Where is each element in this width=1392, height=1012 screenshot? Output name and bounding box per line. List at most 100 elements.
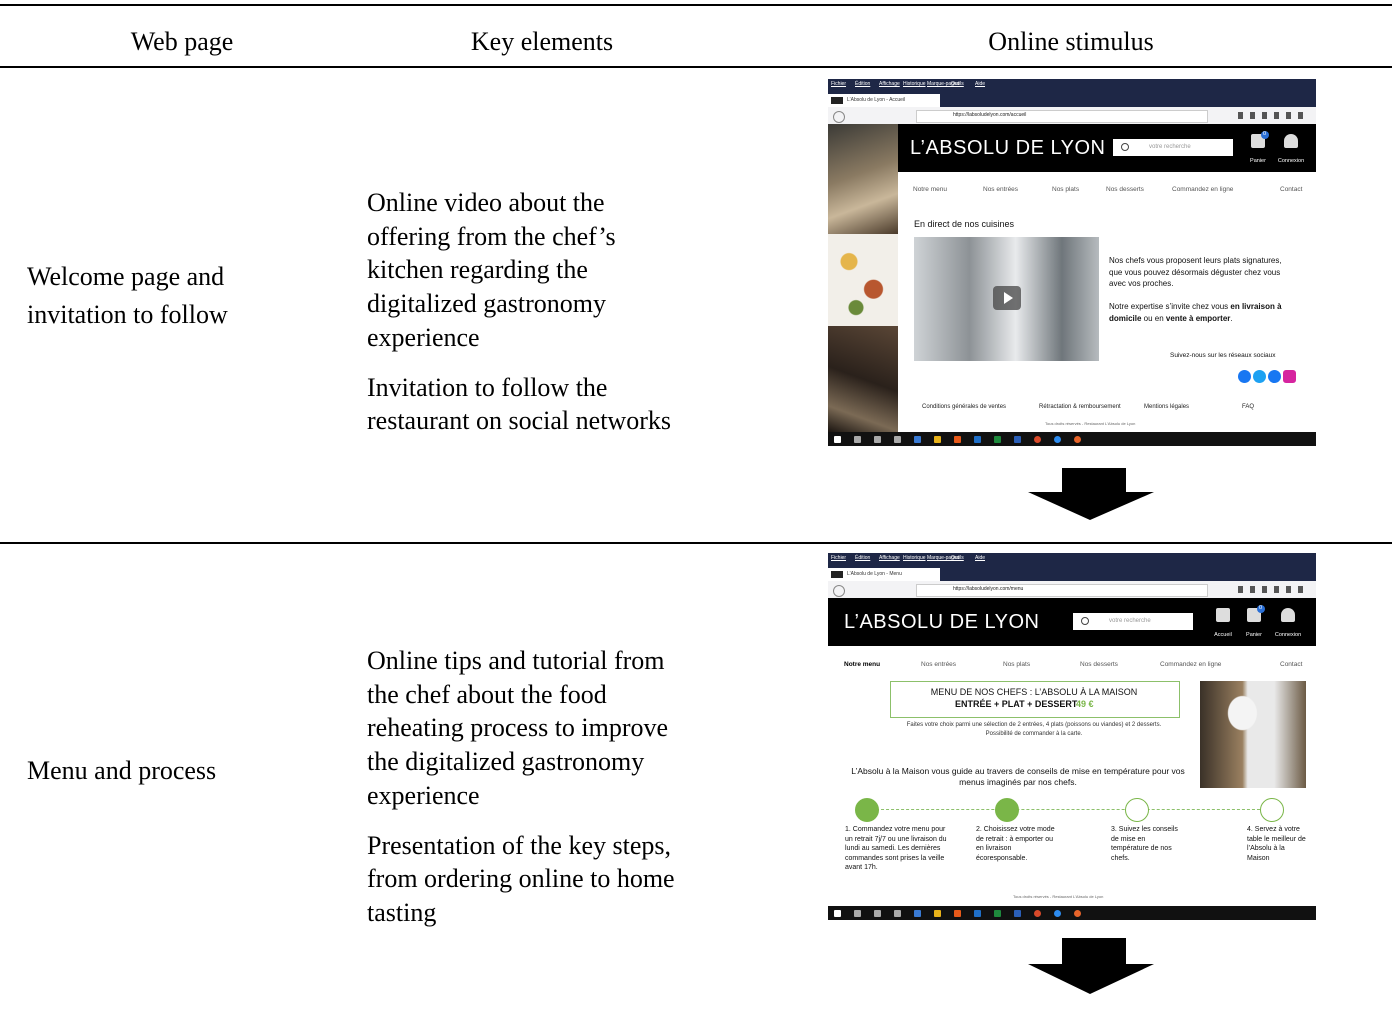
- taskbar-icon: [994, 910, 1001, 917]
- paragraph-part: Notre expertise s’invite chez vous: [1109, 302, 1231, 311]
- search-box: [1073, 613, 1193, 630]
- site-header: [828, 598, 1316, 646]
- key-element-text: Online video about the: [367, 188, 605, 217]
- price: 49 €: [1076, 699, 1094, 709]
- step-text: 3. Suivez les conseils de mise en tempér…: [1111, 826, 1178, 862]
- header-icon-label: Panier: [1246, 632, 1262, 638]
- key-element-text: Presentation of the key steps,: [367, 830, 671, 860]
- taskbar-icon: [894, 910, 901, 917]
- nav-link: Nos plats: [1003, 661, 1031, 668]
- header-icon-label: Connexion: [1277, 158, 1305, 164]
- tab-title: L’Absolu de Lyon - Menu: [847, 571, 902, 577]
- window-controls: [1258, 555, 1312, 563]
- cart-badge: [1257, 605, 1265, 613]
- taskbar-icon: [934, 910, 941, 917]
- web-page-text: Welcome page and: [27, 262, 225, 291]
- menu-item: Fichier: [831, 555, 847, 561]
- social-icon: [1253, 370, 1266, 383]
- taskbar-icon: [914, 436, 921, 443]
- selection: Faites votre choix parmi une sélection d…: [906, 722, 1162, 728]
- nav-link: Commandez en ligne: [1160, 661, 1222, 668]
- copyright: Tous droits réservés - Restaurant L’Abso…: [1045, 421, 1136, 426]
- guide: L’Absolu à la Maison vous guide au trave…: [851, 766, 1185, 787]
- taskbar-icon: [954, 910, 961, 917]
- social-text: Suivez-nous sur les réseaux sociaux: [1170, 352, 1276, 359]
- food-image: [828, 124, 898, 234]
- footer-link: Mentions légales: [1144, 404, 1190, 410]
- menu-item: Marque-pages: [927, 81, 960, 87]
- header-icon: [1281, 608, 1295, 622]
- menu-item: Affichage: [879, 81, 900, 87]
- title-line: ENTRÉE + PLAT + DESSERT: [955, 699, 1078, 709]
- step-text: 4. Servez à votre table le meilleur de l…: [1247, 826, 1306, 862]
- header-icon-label: Connexion: [1274, 632, 1302, 638]
- nav-link: Contact: [1280, 661, 1303, 668]
- taskbar-icon: [954, 436, 961, 443]
- taskbar-icon: [1054, 910, 1061, 917]
- key-element-text: the digitalized gastronomy: [367, 747, 645, 777]
- nav-buttons: [833, 111, 845, 123]
- nav-link: Nos desserts: [1106, 186, 1144, 193]
- taskbar-icon: [1034, 436, 1041, 443]
- header: Web page: [130, 27, 234, 56]
- step-text: 2. Choisissez votre mode de retrait : à …: [976, 826, 1055, 862]
- step-text: 1. Commandez votre menu pour un retrait …: [845, 826, 947, 871]
- taskbar-icon: [834, 436, 841, 443]
- menu-item: Marque-pages: [927, 555, 960, 561]
- taskbar: [828, 432, 1316, 446]
- key-element-text: experience: [367, 780, 480, 810]
- section-title: En direct de nos cuisines: [914, 219, 1015, 229]
- taskbar-icon: [834, 910, 841, 917]
- web-page-text: Menu and process: [27, 756, 217, 785]
- menu-item: Historique: [903, 81, 926, 87]
- nav-link: Contact: [1280, 186, 1303, 193]
- key-element-text: restaurant on social networks: [367, 406, 671, 436]
- header-rule: [0, 66, 1392, 68]
- paragraph-part: .: [1230, 313, 1233, 323]
- down-arrow: [1028, 938, 1154, 994]
- nav-link: Notre menu: [913, 186, 947, 193]
- key-element-text: Invitation to follow the: [367, 372, 608, 402]
- paragraph-part: en livraison à domicile: [1109, 302, 1282, 323]
- header-icon: [1216, 608, 1230, 622]
- taskbar-icon: [894, 436, 901, 443]
- play-icon: [1004, 292, 1013, 304]
- key-element-text: digitalized gastronomy: [367, 289, 607, 319]
- menu-item: Outils: [951, 555, 964, 561]
- taskbar-icon: [994, 436, 1001, 443]
- taskbar-icon: [874, 436, 881, 443]
- social-icon: [1238, 370, 1251, 383]
- screenshot: Fichier Édition Affichage Historique Marque-…: [828, 553, 1316, 920]
- food-image: [828, 326, 898, 432]
- logo: L’ABSOLU DE LYON: [844, 611, 1040, 633]
- down-arrow: [1028, 468, 1154, 520]
- header-icon-label: Accueil: [1214, 632, 1232, 638]
- tab-icon: [831, 571, 843, 578]
- key-element-text: Online tips and tutorial from: [367, 646, 665, 675]
- key-element-text: offering from the chef’s: [367, 221, 616, 251]
- footer-link: Rétractation & remboursement: [1039, 404, 1121, 410]
- url-box: [916, 584, 1208, 597]
- tab-title: L’Absolu de Lyon - Accueil: [847, 97, 906, 103]
- url-box: [916, 110, 1208, 123]
- taskbar-icon: [1074, 436, 1081, 443]
- key-element-text: from ordering online to home: [367, 864, 675, 894]
- taskbar-icon: [1054, 436, 1061, 443]
- key-element-text: kitchen regarding the: [367, 255, 588, 285]
- cart-count: 0: [1263, 131, 1267, 137]
- paragraph: Nos chefs vous proposent leurs plats sig…: [1109, 256, 1282, 288]
- social-icon: [1283, 370, 1296, 383]
- tab: [828, 568, 940, 581]
- nav-buttons: [833, 585, 845, 597]
- toolbar-icons: [1238, 586, 1310, 593]
- search-box: [1113, 139, 1233, 156]
- search-placeholder: votre recherche: [1109, 618, 1151, 624]
- paragraph-part: vente à emporter: [1165, 313, 1231, 323]
- header-icon: [1284, 134, 1298, 148]
- tab: [828, 94, 940, 107]
- taskbar-icon: [874, 910, 881, 917]
- nav-link: Nos entrées: [921, 661, 957, 668]
- url: https://labsoludelyon.com/accueil: [953, 112, 1027, 118]
- step-icon: [995, 798, 1019, 822]
